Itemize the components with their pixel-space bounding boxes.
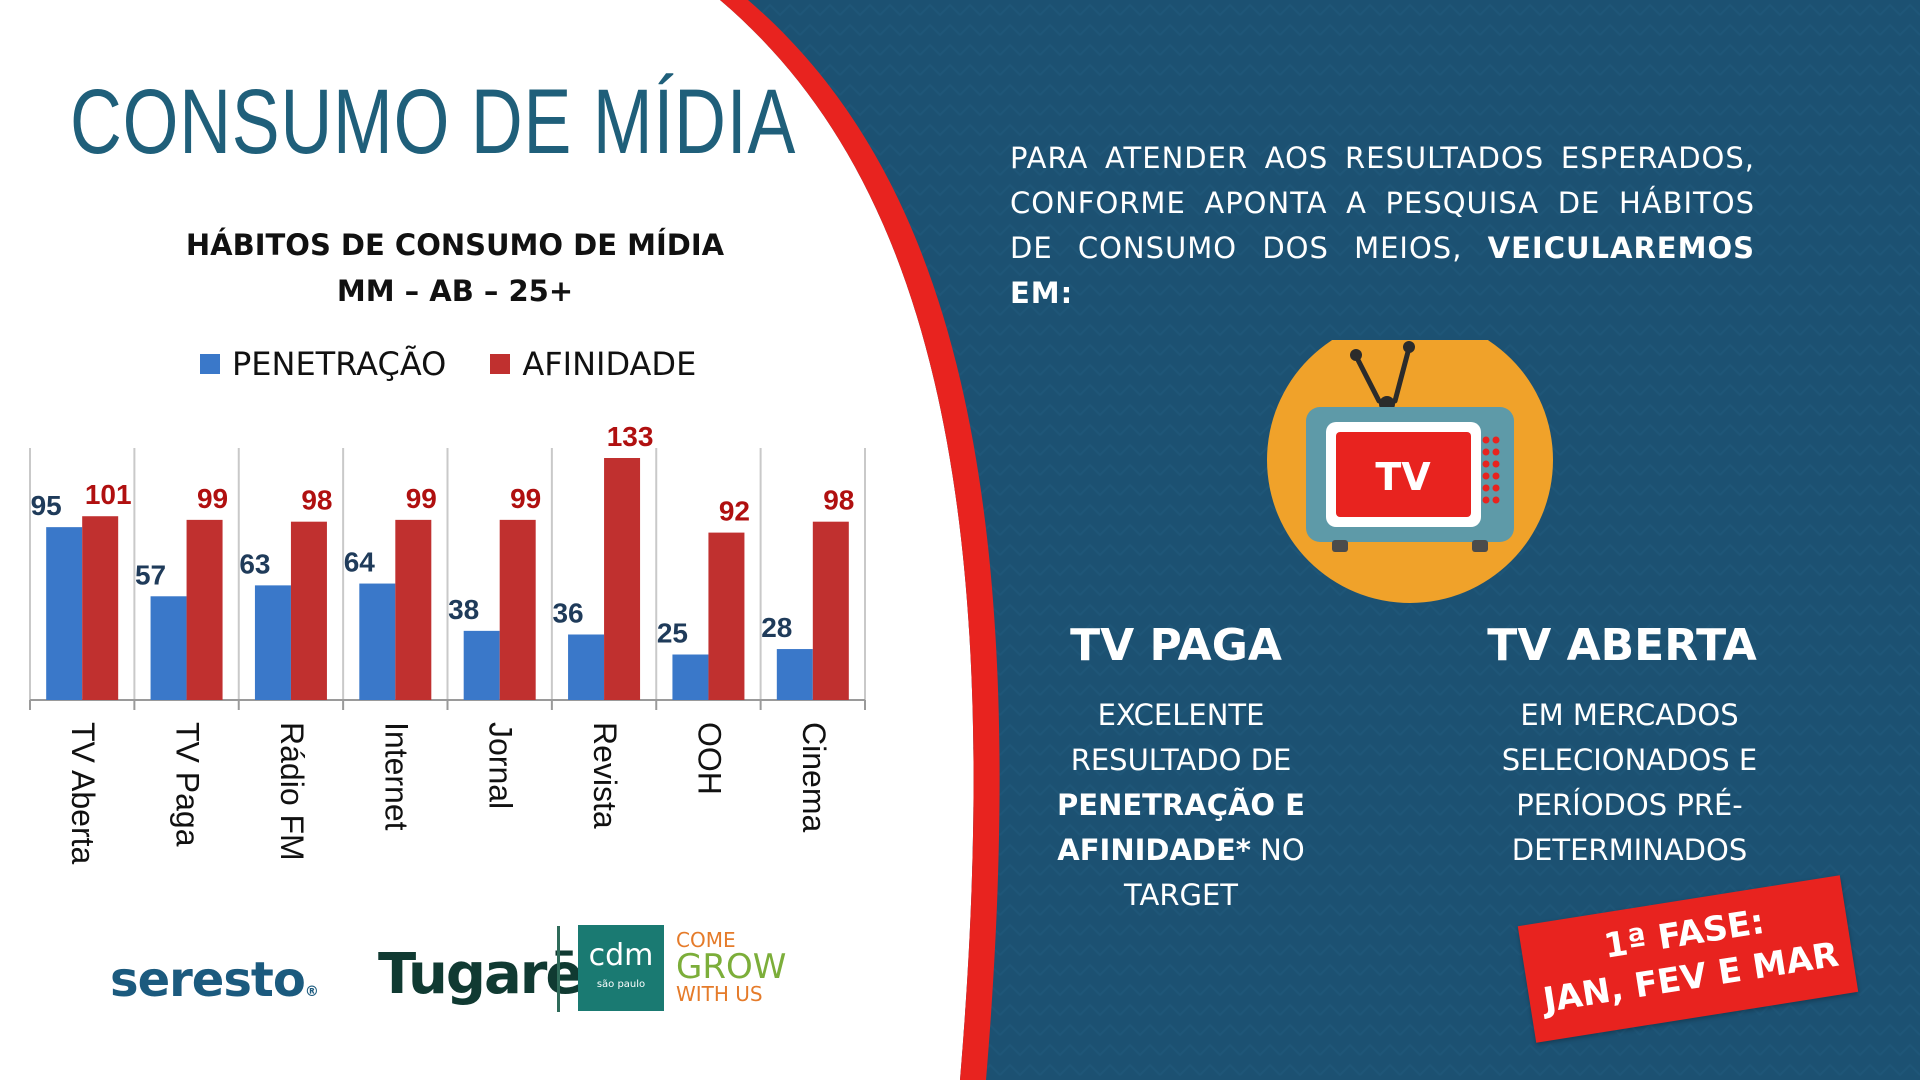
category-label: Cinema bbox=[796, 722, 832, 832]
main-title: CONSUMO DE MÍDIA bbox=[70, 71, 797, 173]
tv-screen-label: TV bbox=[1375, 455, 1431, 499]
bar-afinidade bbox=[186, 519, 223, 700]
intro-paragraph: PARA ATENDER AOS RESULTADOS ESPERADOS, C… bbox=[1010, 136, 1755, 316]
data-label-penetracao: 95 bbox=[31, 490, 62, 521]
seresto-logo: seresto® bbox=[110, 952, 319, 1008]
data-label-penetracao: 28 bbox=[761, 612, 792, 643]
cdm-logo: cdm são paulo bbox=[578, 925, 664, 1011]
data-label-penetracao: 36 bbox=[552, 597, 583, 628]
data-label-afinidade: 99 bbox=[197, 483, 228, 514]
grow-logo-line1: COME bbox=[676, 928, 736, 952]
tugare-logo: Tugarē bbox=[378, 942, 583, 1007]
data-label-afinidade: 98 bbox=[823, 485, 854, 516]
data-label-afinidade: 133 bbox=[607, 421, 654, 452]
category-label: Rádio FM bbox=[274, 722, 310, 861]
bar-afinidade bbox=[395, 519, 432, 700]
bar-afinidade bbox=[82, 516, 119, 700]
data-label-penetracao: 25 bbox=[657, 618, 688, 649]
seresto-logo-text: seresto bbox=[110, 952, 306, 1008]
come-grow-with-us-logo: COME GROW WITH US bbox=[676, 930, 786, 1004]
category-label: Jornal bbox=[483, 722, 519, 809]
bar-penetracao bbox=[568, 634, 605, 700]
grow-logo-line2: GROW bbox=[676, 947, 787, 987]
category-label: Internet bbox=[378, 722, 414, 831]
cdm-logo-text: cdm bbox=[588, 938, 654, 973]
tv-paga-heading: TV PAGA bbox=[1070, 620, 1282, 671]
bar-afinidade bbox=[604, 458, 641, 700]
bar-penetracao bbox=[463, 630, 500, 700]
tv-aberta-line3: PERÍODOS PRÉ- bbox=[1516, 788, 1743, 822]
tv-aberta-line4: DETERMINADOS bbox=[1511, 833, 1748, 867]
chart-subtitle: MM – AB – 25+ bbox=[336, 274, 574, 308]
tv-paga-line2: RESULTADO DE bbox=[1070, 743, 1292, 777]
data-label-penetracao: 63 bbox=[239, 548, 270, 579]
bar-penetracao bbox=[150, 596, 187, 700]
chart-title: HÁBITOS DE CONSUMO DE MÍDIA bbox=[185, 228, 725, 262]
cdm-logo-subtext: são paulo bbox=[596, 979, 646, 990]
bar-penetracao bbox=[254, 585, 291, 700]
bar-afinidade bbox=[499, 519, 536, 700]
data-label-afinidade: 99 bbox=[510, 483, 541, 514]
data-label-afinidade: 101 bbox=[85, 479, 132, 510]
bar-afinidade bbox=[812, 521, 849, 700]
legend-label-afinidade: AFINIDADE bbox=[522, 345, 697, 383]
bar-penetracao bbox=[359, 583, 396, 700]
legend-item-penetracao: PENETRAÇÃO bbox=[200, 345, 446, 383]
legend-swatch-penetracao bbox=[200, 354, 220, 374]
category-label: Revista bbox=[587, 722, 623, 829]
tv-aberta-heading: TV ABERTA bbox=[1487, 620, 1757, 671]
tv-aberta-line1: EM MERCADOS bbox=[1520, 698, 1739, 732]
category-label: OOH bbox=[691, 722, 727, 795]
category-label: TV Aberta bbox=[65, 722, 101, 865]
bar-afinidade bbox=[290, 521, 327, 700]
data-label-penetracao: 57 bbox=[135, 559, 166, 590]
legend-swatch-afinidade bbox=[490, 354, 511, 374]
bar-penetracao bbox=[672, 654, 709, 700]
legend-label-penetracao: PENETRAÇÃO bbox=[232, 345, 447, 383]
tv-aberta-line2: SELECIONADOS E bbox=[1501, 743, 1758, 777]
tv-aberta-description: EM MERCADOS SELECIONADOS E PERÍODOS PRÉ-… bbox=[1452, 693, 1807, 873]
intro-text: PARA ATENDER AOS RESULTADOS ESPERADOS, C… bbox=[1010, 141, 1755, 265]
legend-item-afinidade: AFINIDADE bbox=[490, 345, 696, 383]
tv-icon: TV bbox=[1267, 340, 1553, 603]
data-label-penetracao: 38 bbox=[448, 594, 479, 625]
grow-logo-line3: WITH US bbox=[676, 982, 763, 1006]
tv-paga-line5: TARGET bbox=[1124, 878, 1238, 912]
bar-chart: 95 101 TV Aberta 57 99 TV Paga 63 98 Rádio FM 64 9… bbox=[29, 421, 866, 865]
data-label-afinidade: 98 bbox=[301, 485, 332, 516]
data-label-afinidade: 99 bbox=[406, 483, 437, 514]
chart-legend: PENETRAÇÃO AFINIDADE bbox=[200, 345, 696, 383]
tv-paga-line4-bold: AFINIDADE* bbox=[1057, 833, 1251, 867]
tv-paga-description: EXCELENTE RESULTADO DE PENETRAÇÃO E AFIN… bbox=[1016, 693, 1346, 918]
intro-bold-text: VEICULAREMOS EM: bbox=[1010, 231, 1755, 310]
data-label-penetracao: 64 bbox=[344, 547, 376, 578]
tv-paga-line1: EXCELENTE bbox=[1097, 698, 1265, 732]
tv-paga-line3: PENETRAÇÃO E bbox=[1057, 788, 1305, 822]
data-label-afinidade: 92 bbox=[719, 496, 750, 527]
red-curve-border bbox=[720, 0, 1000, 1080]
bar-penetracao bbox=[46, 527, 83, 700]
bar-penetracao bbox=[776, 649, 813, 700]
category-label: TV Paga bbox=[170, 722, 206, 847]
tv-paga-line4: AFINIDADE* NO bbox=[1016, 828, 1346, 873]
bar-afinidade bbox=[708, 532, 745, 700]
seresto-registered-mark: ® bbox=[304, 984, 319, 1000]
tv-paga-line4-plain: NO bbox=[1250, 833, 1305, 867]
logo-divider bbox=[557, 926, 560, 1012]
